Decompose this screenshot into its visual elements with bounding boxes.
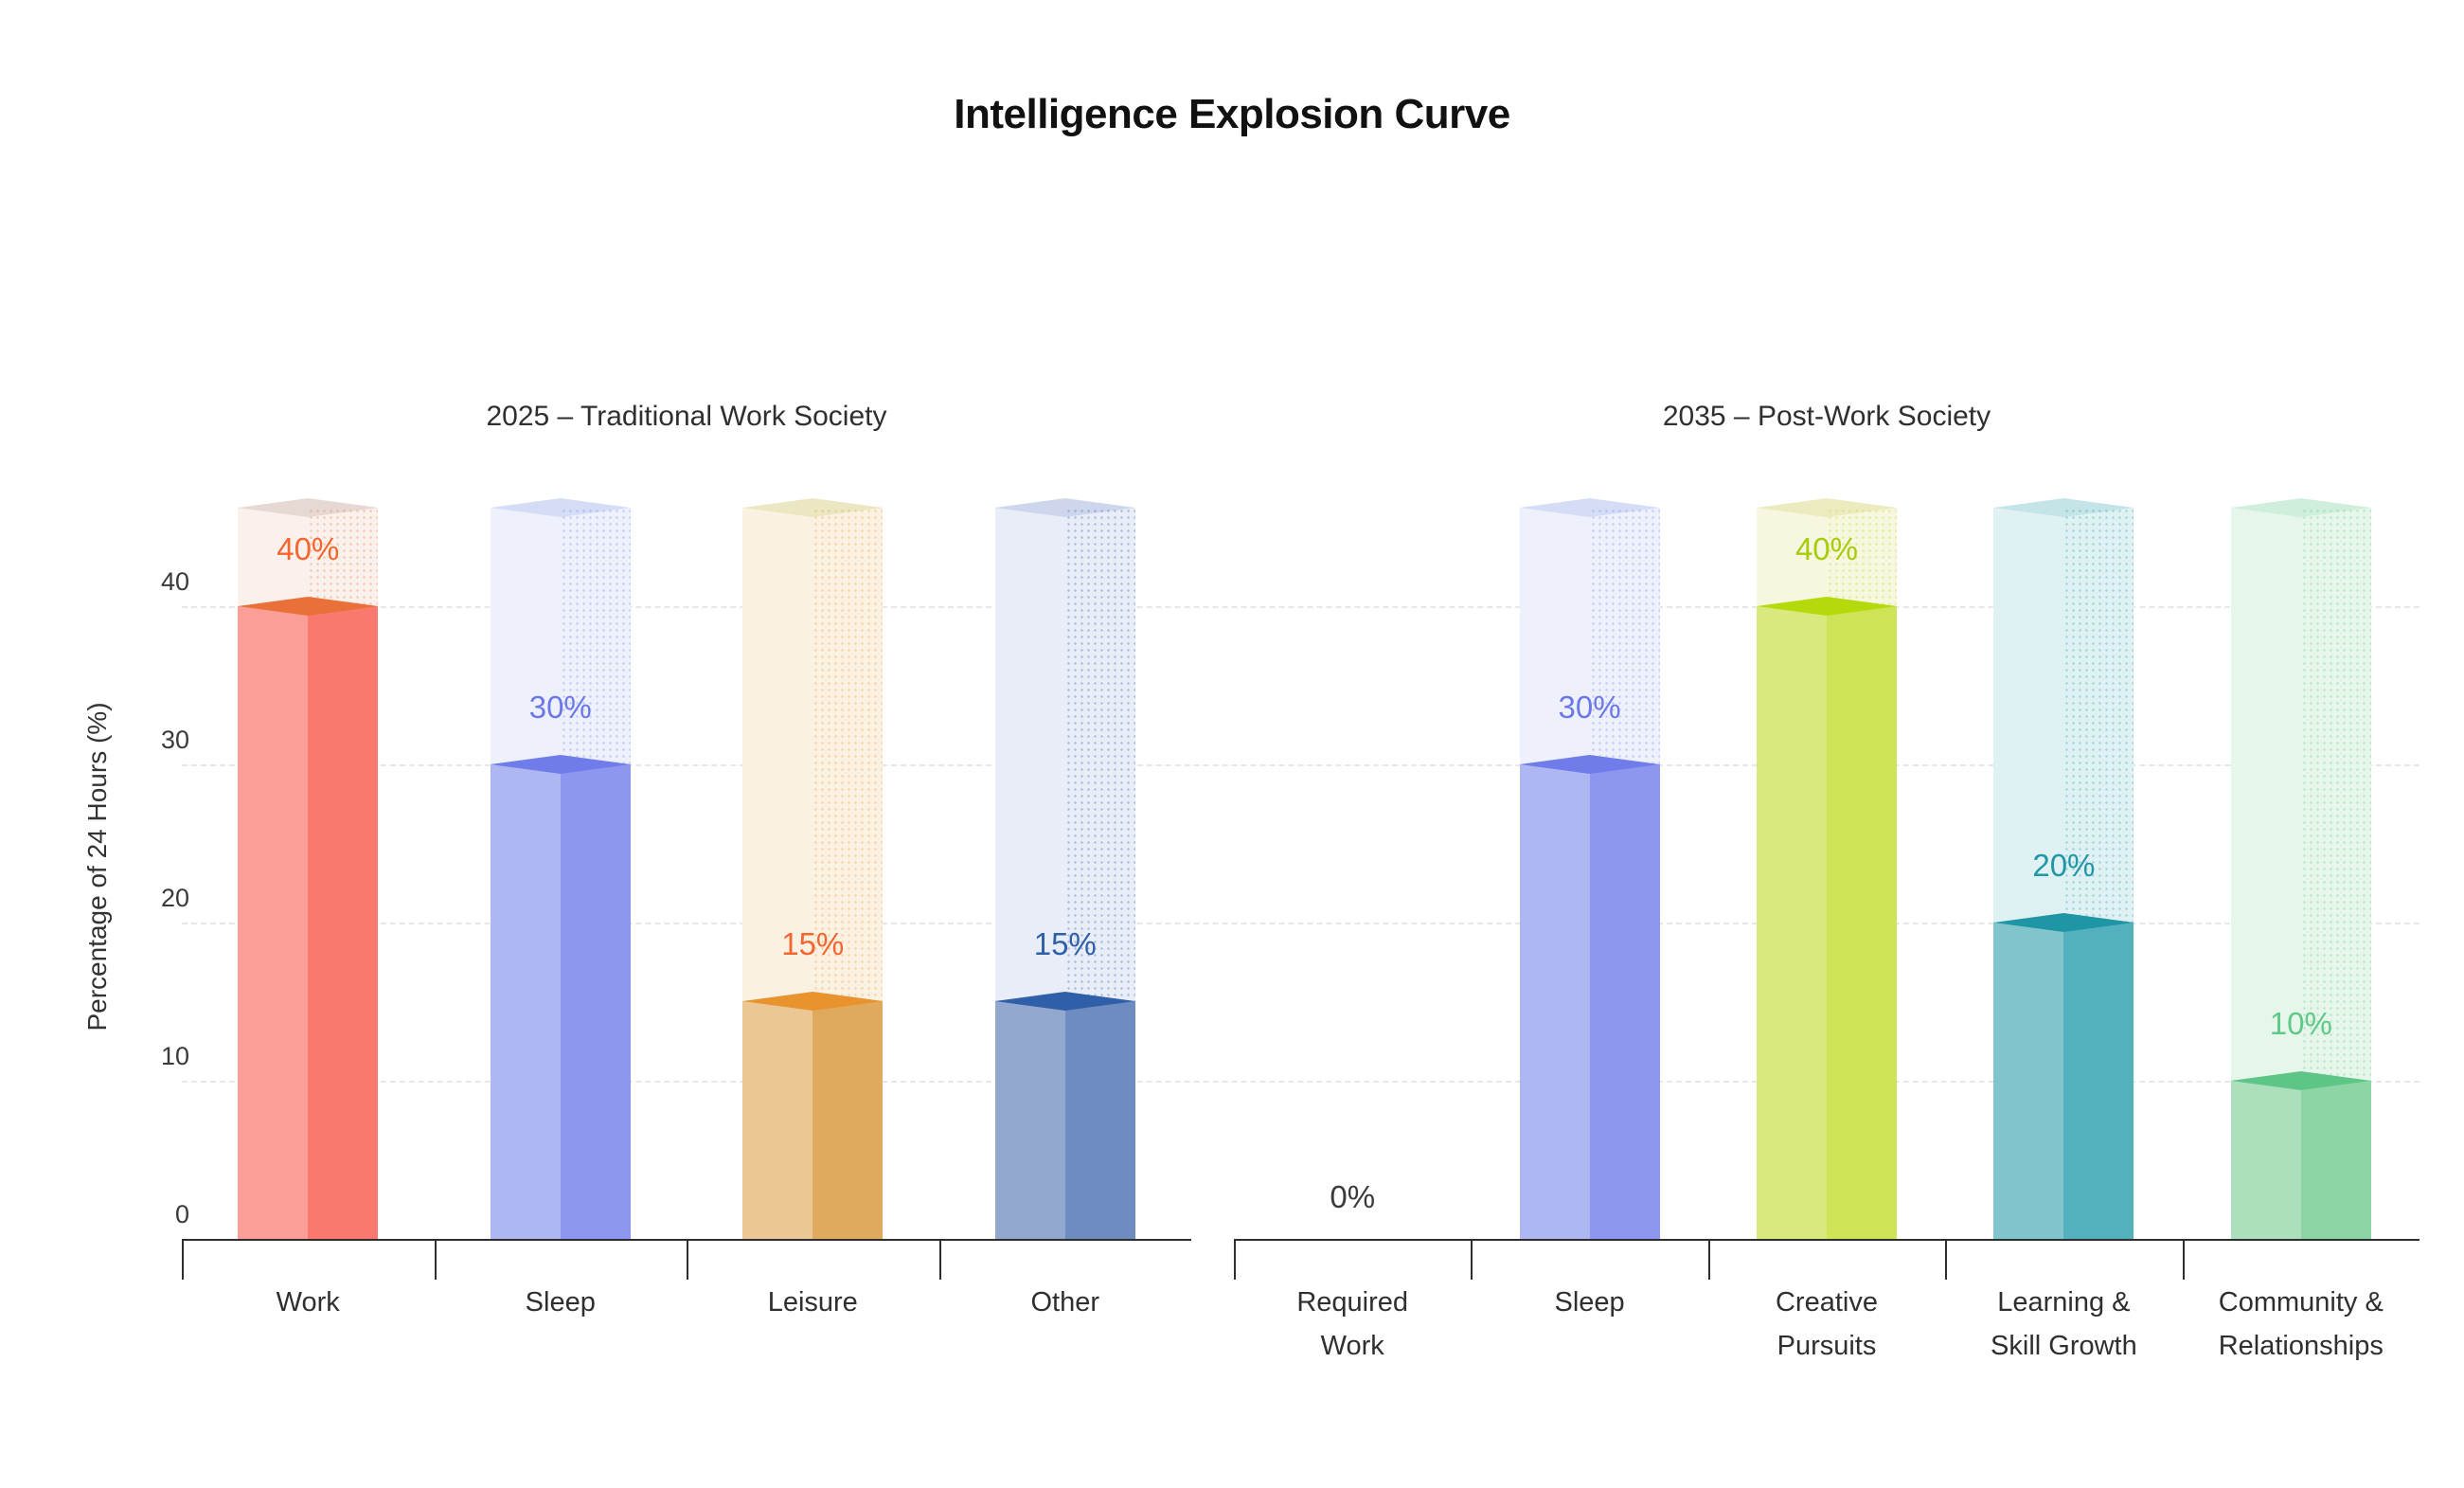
category-label: Community & Relationships — [2183, 1281, 2419, 1368]
value-label: 30% — [528, 690, 592, 725]
bar-slot-creative-pursuits: 40% — [1708, 493, 1945, 1239]
chart-title: Intelligence Explosion Curve — [954, 91, 1510, 137]
ghost-bar-cap — [490, 498, 631, 517]
category-label-line: Creative — [1775, 1287, 1878, 1318]
panel-title-2025: 2025 – Traditional Work Society — [486, 401, 887, 432]
value-bar-cap — [742, 992, 884, 1011]
bar-slot-other: 15% — [939, 493, 1192, 1239]
gridline-40 — [182, 606, 2419, 608]
y-tick-label-0: 0 — [174, 1200, 189, 1228]
value-bar — [742, 992, 884, 1239]
y-tick-label-10: 10 — [160, 1042, 189, 1070]
value-bar — [490, 755, 631, 1239]
bar-slot-community-relationships: 10% — [2183, 493, 2419, 1239]
category-label-line: Work — [276, 1287, 340, 1318]
value-label: 10% — [2269, 1006, 2332, 1041]
x-axis-tick — [938, 1240, 941, 1280]
bar-slot-sleep: 30% — [435, 493, 687, 1239]
category-label: Creative Pursuits — [1708, 1281, 1945, 1368]
value-bar-cap — [238, 597, 379, 616]
category-label: Learning & Skill Growth — [1945, 1281, 2182, 1368]
value-bar-cap — [2230, 1071, 2371, 1090]
ghost-bar-cap — [238, 498, 379, 517]
value-label: 0% — [1330, 1179, 1376, 1214]
category-label-line: Learning & — [1997, 1287, 2131, 1318]
ghost-bar-cap — [994, 498, 1135, 517]
x-axis-panel-1 — [1234, 1239, 2419, 1241]
category-label: Work — [182, 1281, 435, 1324]
gridline-10 — [182, 1081, 2419, 1083]
value-label: 40% — [277, 531, 340, 566]
ghost-bar-cap — [1756, 498, 1897, 517]
category-label: Sleep — [435, 1281, 687, 1324]
x-axis-tick — [1707, 1240, 1710, 1280]
value-bar — [994, 992, 1135, 1239]
x-axis-tick — [2182, 1240, 2185, 1280]
value-bar — [1993, 913, 2134, 1239]
x-axis-tick — [687, 1240, 688, 1280]
value-label: 15% — [781, 926, 845, 961]
bar-slot-leisure: 15% — [687, 493, 939, 1239]
bar-slot-work: 40% — [182, 493, 435, 1239]
value-bar — [238, 597, 379, 1239]
y-tick-label-20: 20 — [160, 884, 189, 912]
category-label-line: Sleep — [1554, 1287, 1625, 1318]
category-label-line: Community & — [2218, 1287, 2384, 1318]
y-tick-label-40: 40 — [160, 567, 189, 596]
gridline-20 — [182, 923, 2419, 924]
value-bar — [1756, 597, 1897, 1239]
value-bar — [2230, 1071, 2371, 1239]
ghost-bar-cap — [1993, 498, 2134, 517]
y-tick-label-30: 30 — [160, 726, 189, 754]
category-label: Other — [939, 1281, 1192, 1324]
category-label: Sleep — [1471, 1281, 1707, 1324]
category-label-line: Leisure — [767, 1287, 858, 1318]
category-label: Leisure — [687, 1281, 939, 1324]
panel-title-2035: 2035 – Post-Work Society — [1662, 401, 1991, 432]
category-label: Required Work — [1234, 1281, 1471, 1368]
value-label: 15% — [1033, 926, 1097, 961]
ghost-bar-cap — [2230, 498, 2371, 517]
gridline-30 — [182, 764, 2419, 766]
value-bar-cap — [1756, 597, 1897, 616]
x-axis-tick — [182, 1240, 184, 1280]
value-bar-cap — [1993, 913, 2134, 932]
ghost-bar-cap — [742, 498, 884, 517]
x-axis-tick — [1471, 1240, 1473, 1280]
value-bar-cap — [994, 992, 1135, 1011]
category-label-line: Other — [1030, 1287, 1100, 1318]
category-label-line: Work — [1320, 1331, 1384, 1361]
value-bar — [1519, 755, 1660, 1239]
bar-slot-learning-skill-growth: 20% — [1945, 493, 2182, 1239]
bar-slot-required-work: 0% — [1234, 493, 1471, 1239]
category-label-line: Skill Growth — [1991, 1331, 2137, 1361]
value-label: 30% — [1558, 690, 1621, 725]
category-label-line: Pursuits — [1777, 1331, 1877, 1361]
category-label-line: Relationships — [2218, 1331, 2384, 1361]
ghost-bar-cap — [1519, 498, 1660, 517]
x-axis-tick — [1945, 1240, 1948, 1280]
x-axis-tick — [1234, 1240, 1236, 1280]
value-bar-cap — [1519, 755, 1660, 774]
bar-slot-sleep: 30% — [1471, 493, 1707, 1239]
x-axis-tick — [434, 1240, 437, 1280]
value-bar-cap — [490, 755, 631, 774]
category-label-line: Required — [1296, 1287, 1409, 1318]
category-label-line: Sleep — [525, 1287, 596, 1318]
value-label: 20% — [2032, 848, 2096, 883]
value-label: 40% — [1794, 531, 1859, 566]
